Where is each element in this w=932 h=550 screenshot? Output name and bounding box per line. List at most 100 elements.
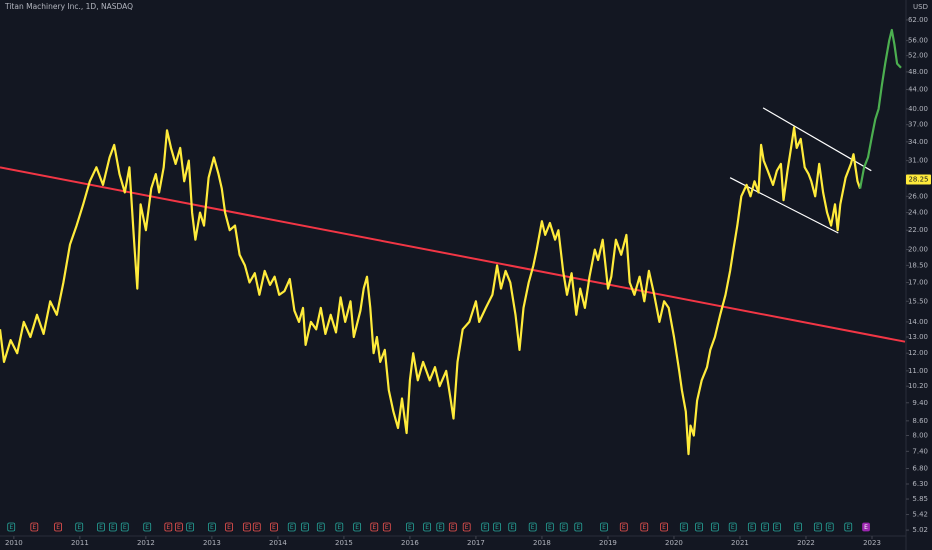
earnings-marker <box>382 522 391 532</box>
x-tick-label: 2014 <box>269 539 287 547</box>
earnings-label: E <box>227 524 231 531</box>
earnings-label: E <box>290 524 294 531</box>
earnings-label: E <box>548 524 552 531</box>
earnings-label: E <box>166 524 170 531</box>
earnings-marker <box>164 522 173 532</box>
earnings-marker <box>813 522 822 532</box>
y-tick-label: 8.60 <box>912 417 928 425</box>
earnings-marker <box>252 522 261 532</box>
earnings-label: E <box>465 524 469 531</box>
y-tick-label: 48.00 <box>908 68 928 76</box>
earnings-marker <box>660 522 668 532</box>
y-tick-label: 6.30 <box>912 480 928 488</box>
earnings-label: E <box>303 524 307 531</box>
earnings-marker <box>825 522 834 532</box>
earnings-marker <box>747 522 756 532</box>
x-tick-label: 2020 <box>665 539 683 547</box>
earnings-label: E <box>828 524 832 531</box>
earnings-marker <box>54 522 62 532</box>
earnings-marker <box>462 522 471 532</box>
earnings-label: E <box>372 524 376 531</box>
y-tick-label: 22.00 <box>908 226 928 234</box>
earnings-marker <box>174 522 183 532</box>
earnings-label: E <box>210 524 214 531</box>
earnings-marker <box>270 522 278 532</box>
earnings-marker <box>108 522 117 532</box>
earnings-label: E <box>425 524 429 531</box>
earnings-marker <box>287 522 296 532</box>
x-tick-label: 2018 <box>533 539 551 547</box>
earnings-label: E <box>495 524 499 531</box>
earnings-label: E <box>355 524 359 531</box>
y-tick-label: 10.20 <box>908 382 928 390</box>
earnings-label: E <box>816 524 820 531</box>
earnings-label: E <box>662 524 666 531</box>
y-tick-label: 17.00 <box>908 279 928 287</box>
x-tick-label: 2012 <box>137 539 155 547</box>
x-tick-label: 2023 <box>863 539 881 547</box>
earnings-marker <box>508 522 517 532</box>
y-tick-label: 8.00 <box>912 432 928 440</box>
earnings-marker <box>335 522 344 532</box>
earnings-marker <box>528 522 537 532</box>
earnings-label: E <box>319 524 323 531</box>
earnings-label: E <box>510 524 514 531</box>
earnings-label: E <box>531 524 535 531</box>
earnings-marker <box>844 522 853 532</box>
x-tick-label: 2021 <box>731 539 749 547</box>
earnings-marker <box>481 522 490 532</box>
price-label: 28.25 <box>908 175 928 183</box>
earnings-marker <box>406 522 414 532</box>
earnings-marker <box>761 522 769 532</box>
earnings-marker <box>862 522 870 532</box>
earnings-marker <box>97 522 105 532</box>
earnings-label: E <box>562 524 566 531</box>
earnings-label: E <box>796 524 800 531</box>
earnings-marker <box>619 522 628 532</box>
earnings-marker <box>794 522 802 532</box>
x-tick-label: 2019 <box>599 539 617 547</box>
y-tick-label: 7.40 <box>912 447 928 455</box>
earnings-marker <box>448 522 457 532</box>
y-tick-label: 40.00 <box>908 105 928 113</box>
y-tick-label: 5.42 <box>912 511 928 519</box>
earnings-marker <box>225 522 233 532</box>
y-tick-label: 56.00 <box>908 37 928 45</box>
y-tick-label: 26.00 <box>908 192 928 200</box>
earnings-marker <box>353 522 362 532</box>
earnings-label: E <box>713 524 717 531</box>
earnings-label: E <box>602 524 606 531</box>
earnings-label: E <box>846 524 850 531</box>
y-tick-label: 34.00 <box>908 138 928 146</box>
y-tick-label: 9.40 <box>912 399 928 407</box>
earnings-marker <box>773 522 781 532</box>
earnings-marker <box>186 522 195 532</box>
earnings-marker <box>207 522 216 532</box>
earnings-label: E <box>864 524 868 531</box>
earnings-marker <box>679 522 688 532</box>
y-tick-label: 5.02 <box>912 526 928 534</box>
earnings-marker <box>695 522 703 532</box>
earnings-label: E <box>763 524 767 531</box>
earnings-label: E <box>682 524 686 531</box>
earnings-marker <box>728 522 737 532</box>
x-tick-label: 2015 <box>335 539 353 547</box>
x-tick-label: 2010 <box>5 539 23 547</box>
earnings-marker <box>30 522 39 532</box>
earnings-label: E <box>123 524 127 531</box>
earnings-marker <box>436 522 445 532</box>
earnings-label: E <box>99 524 103 531</box>
y-tick-label: 5.85 <box>912 495 928 503</box>
earnings-marker <box>7 522 16 532</box>
price-line <box>0 126 862 456</box>
earnings-label: E <box>576 524 580 531</box>
earnings-label: E <box>385 524 389 531</box>
y-tick-label: 52.00 <box>908 52 928 60</box>
earnings-label: E <box>750 524 754 531</box>
earnings-label: E <box>77 524 81 531</box>
earnings-marker <box>710 522 719 532</box>
earnings-marker <box>370 522 379 532</box>
earnings-marker <box>316 522 325 532</box>
